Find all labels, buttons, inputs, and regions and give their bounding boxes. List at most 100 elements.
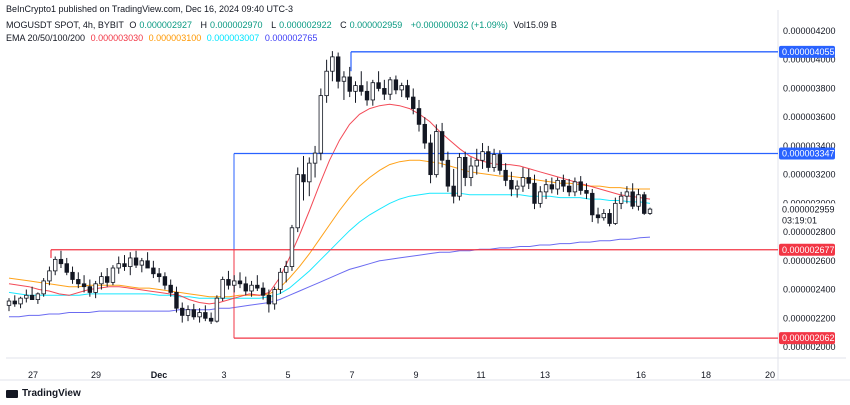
candle-up	[601, 213, 606, 219]
ema200-value: 0.000002765	[264, 33, 318, 43]
candle-down	[566, 185, 572, 193]
candle-down	[382, 88, 387, 95]
candle-down	[81, 283, 87, 288]
candle-down	[133, 257, 139, 266]
candle-up	[18, 297, 23, 305]
candle-up	[370, 82, 376, 101]
ohlc-close-value: 0.000002959	[349, 20, 403, 30]
candle-up	[353, 85, 358, 92]
candle-up	[47, 270, 52, 282]
candle-down	[162, 276, 168, 286]
candle-down	[503, 169, 508, 181]
ohlc-high-value: 0.000002970	[209, 20, 263, 30]
ema20-value: 0.000003030	[90, 33, 144, 43]
candle-down	[642, 194, 647, 214]
level-price-label: 0.000003347	[782, 149, 835, 159]
candle-up	[289, 227, 295, 267]
x-tick-label: 7	[349, 370, 354, 380]
candle-down	[237, 280, 243, 285]
candle-up	[93, 283, 98, 293]
candle-down	[180, 307, 185, 316]
candle-up	[220, 279, 225, 299]
x-tick-label: 29	[91, 370, 101, 380]
ema50-value: 0.000003100	[148, 33, 202, 43]
ema50-line	[8, 159, 650, 298]
candle-up	[555, 179, 560, 190]
candle-up	[399, 85, 404, 91]
x-tick-label: 13	[540, 370, 550, 380]
candle-down	[76, 279, 81, 285]
candle-down	[301, 174, 306, 183]
y-tick-label: 0.000004000	[783, 55, 836, 65]
ema200-line	[9, 236, 651, 318]
ema-line: EMA 20/50/100/200 0.000003030 0.00000310…	[6, 33, 320, 44]
ohlc-open-value: 0.000002927	[139, 20, 192, 30]
ohlc-high-key: H	[200, 20, 207, 30]
candle-down	[255, 284, 260, 289]
volume: Vol15.09 B	[513, 20, 557, 30]
candle-up	[491, 154, 497, 168]
candle-up	[618, 195, 624, 204]
candle-up	[197, 312, 202, 318]
candle-up	[647, 208, 653, 214]
candle-up	[35, 293, 41, 301]
x-tick-label: 3	[221, 370, 226, 380]
candle-down	[584, 190, 589, 194]
candle-down	[191, 309, 196, 318]
y-tick-label: 0.000002600	[783, 256, 836, 266]
candle-down	[122, 263, 127, 267]
candle-up	[24, 294, 29, 299]
candle-down	[405, 85, 410, 98]
x-tick-label: 16	[636, 370, 646, 380]
candle-down	[526, 177, 531, 184]
x-tick-label: 5	[285, 370, 290, 380]
candle-up	[468, 165, 474, 178]
candle-down	[70, 271, 75, 280]
x-tick-label: Dec	[151, 370, 168, 380]
candle-down	[439, 131, 445, 161]
ohlc-close-key: C	[340, 20, 347, 30]
candle-down	[359, 85, 364, 92]
candle-up	[307, 162, 312, 183]
candle-down	[549, 184, 555, 190]
candle-down	[428, 142, 433, 176]
candle-up	[514, 185, 520, 190]
candle-down	[260, 287, 266, 296]
symbol-line: MOGUSDT SPOT, 4h, BYBIT O 0.000002927 H 0.…	[6, 20, 560, 31]
candle-up	[278, 271, 283, 290]
current-price-tag	[779, 203, 835, 226]
candle-down	[630, 191, 635, 207]
candle-down	[156, 273, 162, 278]
level-price-label: 0.000004055	[782, 47, 835, 57]
candle-up	[624, 191, 630, 197]
candle-down	[393, 79, 399, 91]
candle-up	[185, 309, 191, 316]
candle-up	[116, 263, 121, 269]
candle-down	[590, 192, 595, 216]
candle-up	[272, 289, 277, 305]
candle-down	[578, 181, 583, 191]
tradingview-logo-icon	[6, 389, 18, 398]
candle-down	[226, 279, 231, 286]
candle-up	[110, 267, 116, 283]
candle-down	[64, 263, 69, 273]
candle-down	[151, 267, 156, 275]
candle-down	[12, 300, 17, 305]
candle-down	[509, 179, 514, 190]
candle-down	[58, 258, 64, 265]
y-tick-label: 0.000002800	[783, 227, 836, 237]
candle-down	[145, 260, 150, 269]
candle-up	[6, 300, 12, 306]
ohlc-low-value: 0.000002922	[279, 20, 332, 30]
candle-down	[451, 185, 456, 197]
candle-up	[312, 152, 318, 164]
candle-down	[595, 214, 601, 219]
y-tick-label: 0.000003400	[783, 141, 836, 151]
candle-up	[434, 131, 439, 176]
ema20-line	[8, 103, 651, 305]
y-tick-label: 0.000002200	[783, 313, 836, 323]
y-tick-label: 0.000004200	[783, 26, 836, 36]
candle-up	[543, 184, 549, 193]
